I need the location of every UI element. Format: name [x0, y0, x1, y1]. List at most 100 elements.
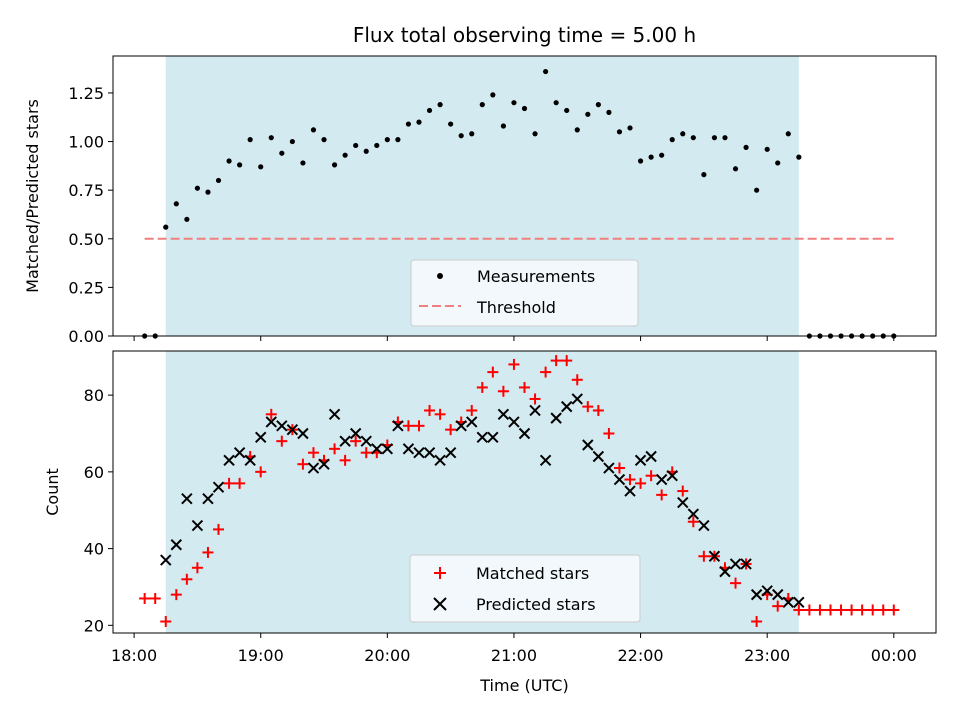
predicted-star-point — [740, 558, 752, 570]
predicted-star-point — [255, 431, 267, 444]
x-tick-label: 21:00 — [491, 646, 537, 665]
matched-star-point — [645, 470, 657, 482]
measurement-point — [237, 162, 243, 168]
matched-star-point — [434, 408, 446, 420]
measurement-point — [405, 121, 412, 127]
matched-star-point — [846, 604, 858, 616]
matched-star-point — [603, 427, 615, 439]
matched-star-point — [793, 604, 805, 616]
y-tick-label: 80 — [84, 386, 104, 405]
measurement-point — [511, 100, 517, 106]
matched-star-point — [497, 385, 509, 397]
measurement-point — [226, 158, 232, 164]
matched-star-point — [476, 381, 488, 393]
measurement-point — [184, 216, 190, 222]
measurement-point — [711, 135, 718, 141]
measurement-point — [215, 177, 222, 184]
predicted-star-point — [603, 462, 615, 474]
matched-star-point — [751, 615, 763, 627]
predicted-star-point — [402, 443, 415, 455]
measurement-point — [606, 109, 612, 115]
matched-star-point — [339, 454, 351, 466]
matched-star-point — [139, 592, 151, 604]
matched-star-point — [466, 404, 478, 416]
measurement-point — [764, 146, 770, 152]
y-tick-label: 40 — [84, 540, 104, 559]
measurement-point — [543, 68, 549, 75]
measurement-point — [205, 189, 211, 195]
measurement-point — [701, 172, 707, 178]
measurement-point — [532, 131, 538, 137]
measurement-point — [500, 123, 506, 129]
measurement-point — [585, 111, 591, 117]
measurement-point — [437, 102, 443, 108]
measurement-point — [194, 185, 201, 191]
predicted-star-point — [571, 393, 583, 405]
top-y-axis-label: Matched/Predicted stars — [23, 99, 42, 293]
legend-measurements-label: Measurements — [477, 267, 595, 286]
measurement-point — [395, 137, 401, 143]
measurement-point — [279, 150, 285, 156]
predicted-star-point — [497, 408, 510, 421]
predicted-star-point — [476, 431, 489, 444]
matched-star-point — [276, 435, 288, 447]
y-tick-label: 60 — [84, 463, 104, 482]
bottom-legend: Matched stars Predicted stars — [409, 554, 641, 623]
matched-star-point — [877, 604, 889, 616]
matched-star-point — [170, 589, 182, 601]
matched-star-point — [265, 408, 277, 420]
matched-star-point — [519, 381, 530, 393]
top-legend-box — [410, 259, 639, 327]
predicted-star-point — [782, 596, 794, 609]
predicted-star-point — [339, 435, 351, 447]
matched-star-point — [445, 424, 457, 436]
predicted-star-point — [202, 493, 214, 505]
measurement-point — [627, 125, 633, 131]
measurement-point — [384, 137, 390, 143]
measurement-point — [416, 119, 422, 125]
predicted-star-point — [444, 446, 457, 459]
predicted-star-point — [655, 473, 668, 486]
x-axis-label: Time (UTC) — [479, 676, 568, 695]
matched-star-point — [624, 474, 636, 486]
predicted-star-point — [560, 400, 573, 413]
predicted-star-point — [297, 427, 309, 440]
x-tick-label: 20:00 — [364, 646, 410, 665]
legend-measurements-marker — [437, 273, 443, 279]
top-y-ticks: 0.00 0.25 0.50 0.75 1.00 1.25 — [68, 84, 113, 346]
matched-star-point — [213, 523, 225, 535]
predicted-star-point — [434, 454, 446, 467]
matched-star-point — [582, 401, 594, 413]
matched-star-point — [191, 562, 203, 574]
matched-star-point — [329, 443, 341, 455]
measurement-point — [289, 138, 295, 145]
measurement-point — [732, 166, 739, 172]
y-tick-label: 0.50 — [68, 230, 104, 249]
measurement-point — [680, 131, 686, 137]
matched-star-point — [307, 447, 319, 459]
bottom-legend-box — [409, 554, 641, 623]
top-x-ticks — [133, 336, 895, 341]
measurement-point — [553, 100, 559, 106]
legend-matched-label: Matched stars — [476, 564, 589, 583]
x-tick-label: 19:00 — [238, 646, 284, 665]
predicted-star-point — [708, 550, 721, 562]
measurement-point — [616, 129, 623, 135]
matched-star-point — [181, 573, 193, 585]
y-tick-label: 1.25 — [68, 84, 104, 103]
predicted-star-point — [624, 485, 636, 497]
x-tick-label: 18:00 — [111, 646, 157, 665]
measurement-point — [353, 142, 359, 149]
predicted-star-point — [582, 439, 594, 451]
matched-star-point — [592, 404, 604, 416]
y-tick-label: 0.75 — [68, 181, 104, 200]
measurement-point — [637, 158, 644, 164]
matched-star-point — [413, 420, 425, 432]
measurement-point — [775, 160, 781, 166]
measurement-point — [754, 187, 760, 193]
predicted-star-point — [761, 585, 773, 597]
matched-star-point — [202, 546, 214, 558]
predicted-star-point — [613, 473, 626, 486]
measurement-point — [564, 107, 570, 114]
measurement-point — [521, 105, 528, 112]
